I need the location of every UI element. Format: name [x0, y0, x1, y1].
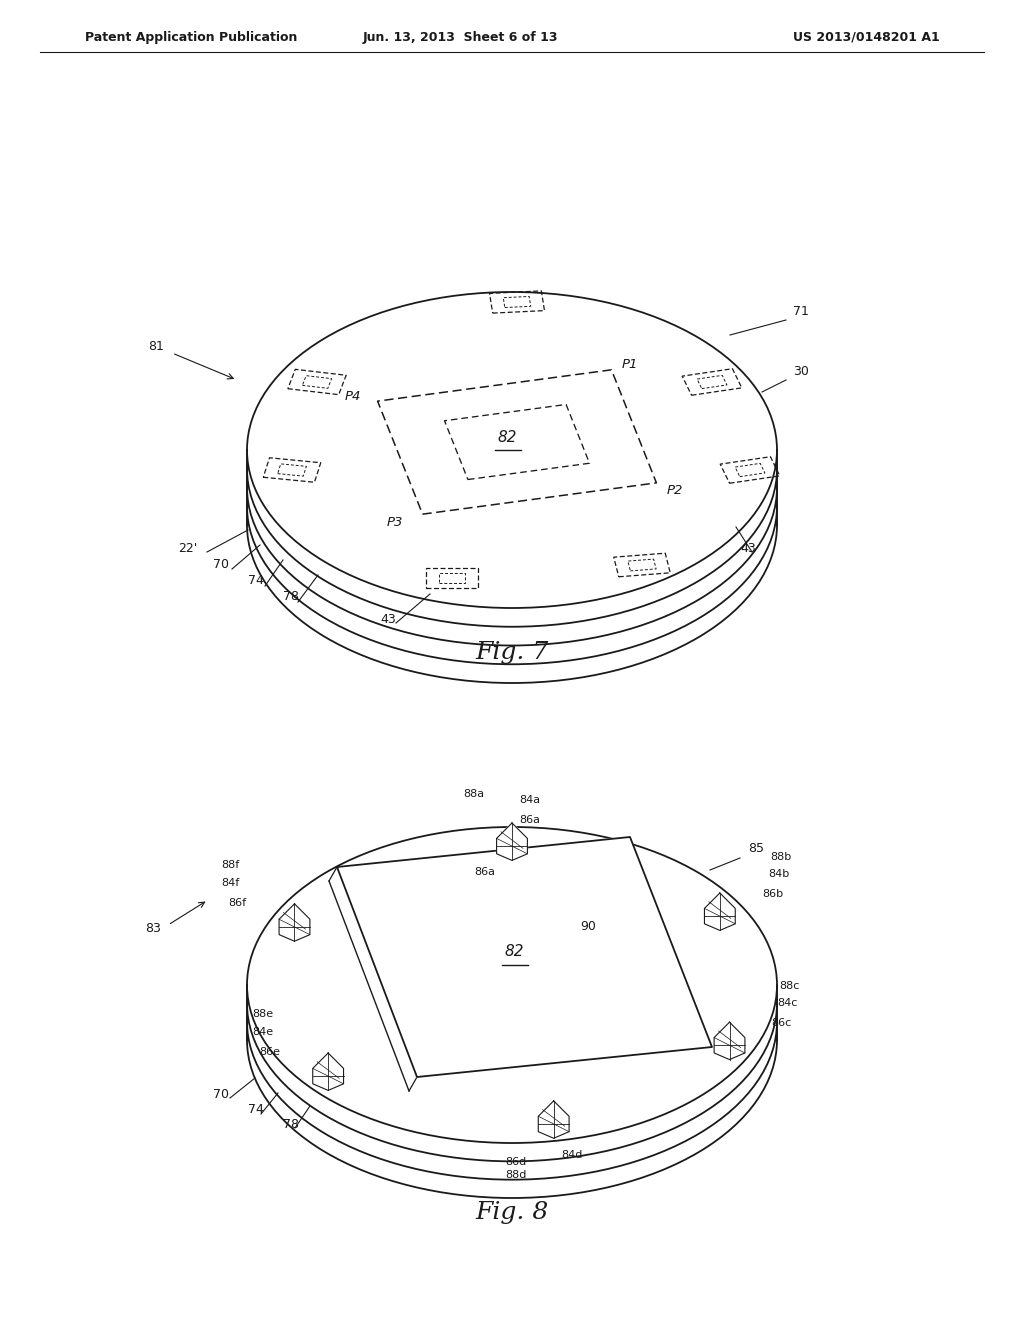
Text: 78: 78: [283, 590, 299, 603]
Text: P2: P2: [667, 484, 683, 498]
Text: 86a: 86a: [474, 867, 495, 876]
Text: 90: 90: [580, 920, 596, 933]
Text: 82: 82: [504, 945, 523, 960]
Ellipse shape: [247, 367, 777, 682]
Text: 88e: 88e: [252, 1008, 273, 1019]
Text: 88c: 88c: [779, 981, 800, 991]
Polygon shape: [280, 904, 310, 941]
Text: P3: P3: [386, 516, 402, 529]
Text: 74: 74: [248, 1104, 264, 1115]
Text: Fig. 8: Fig. 8: [475, 1200, 549, 1224]
Polygon shape: [312, 1053, 343, 1090]
Text: 83: 83: [145, 921, 161, 935]
Text: 78: 78: [283, 1118, 299, 1131]
Ellipse shape: [247, 882, 777, 1199]
Text: 86a: 86a: [519, 814, 541, 825]
Text: 30: 30: [793, 366, 809, 378]
Polygon shape: [705, 894, 735, 931]
Text: 43: 43: [380, 612, 395, 626]
Text: 88a: 88a: [464, 789, 484, 799]
Ellipse shape: [247, 828, 777, 1143]
Text: 84f: 84f: [221, 878, 240, 888]
Text: 74: 74: [248, 574, 264, 587]
Text: US 2013/0148201 A1: US 2013/0148201 A1: [794, 30, 940, 44]
Ellipse shape: [247, 310, 777, 627]
Text: 82: 82: [498, 429, 517, 445]
Text: 84c: 84c: [777, 998, 798, 1008]
Text: 85: 85: [748, 842, 764, 855]
Text: 86b: 86b: [762, 888, 783, 899]
Text: 88b: 88b: [770, 851, 792, 862]
Text: Jun. 13, 2013  Sheet 6 of 13: Jun. 13, 2013 Sheet 6 of 13: [362, 30, 558, 44]
Ellipse shape: [247, 348, 777, 664]
Text: 70: 70: [213, 1088, 229, 1101]
Text: 86e: 86e: [259, 1047, 281, 1057]
Text: 84d: 84d: [561, 1150, 583, 1160]
Ellipse shape: [247, 292, 777, 609]
Text: 22': 22': [178, 543, 198, 554]
Ellipse shape: [247, 845, 777, 1162]
Text: 70: 70: [213, 558, 229, 572]
Text: 84e: 84e: [252, 1027, 273, 1038]
Text: P1: P1: [622, 358, 638, 371]
Text: 71: 71: [793, 305, 809, 318]
Text: Patent Application Publication: Patent Application Publication: [85, 30, 297, 44]
Text: P4: P4: [344, 389, 360, 403]
Text: 86d: 86d: [505, 1156, 526, 1167]
Polygon shape: [337, 837, 712, 1077]
Text: 84a: 84a: [519, 795, 541, 805]
Text: 43: 43: [740, 543, 756, 554]
Text: 88f: 88f: [221, 859, 240, 870]
Polygon shape: [497, 822, 527, 861]
Polygon shape: [714, 1022, 744, 1060]
Ellipse shape: [247, 330, 777, 645]
Text: 81: 81: [148, 341, 164, 352]
Text: 86f: 86f: [228, 898, 247, 908]
Text: 86c: 86c: [771, 1018, 792, 1028]
Text: 88d: 88d: [505, 1170, 526, 1180]
Text: Fig. 7: Fig. 7: [475, 640, 549, 664]
Text: 84b: 84b: [768, 869, 790, 879]
Ellipse shape: [247, 863, 777, 1180]
Polygon shape: [539, 1101, 569, 1138]
